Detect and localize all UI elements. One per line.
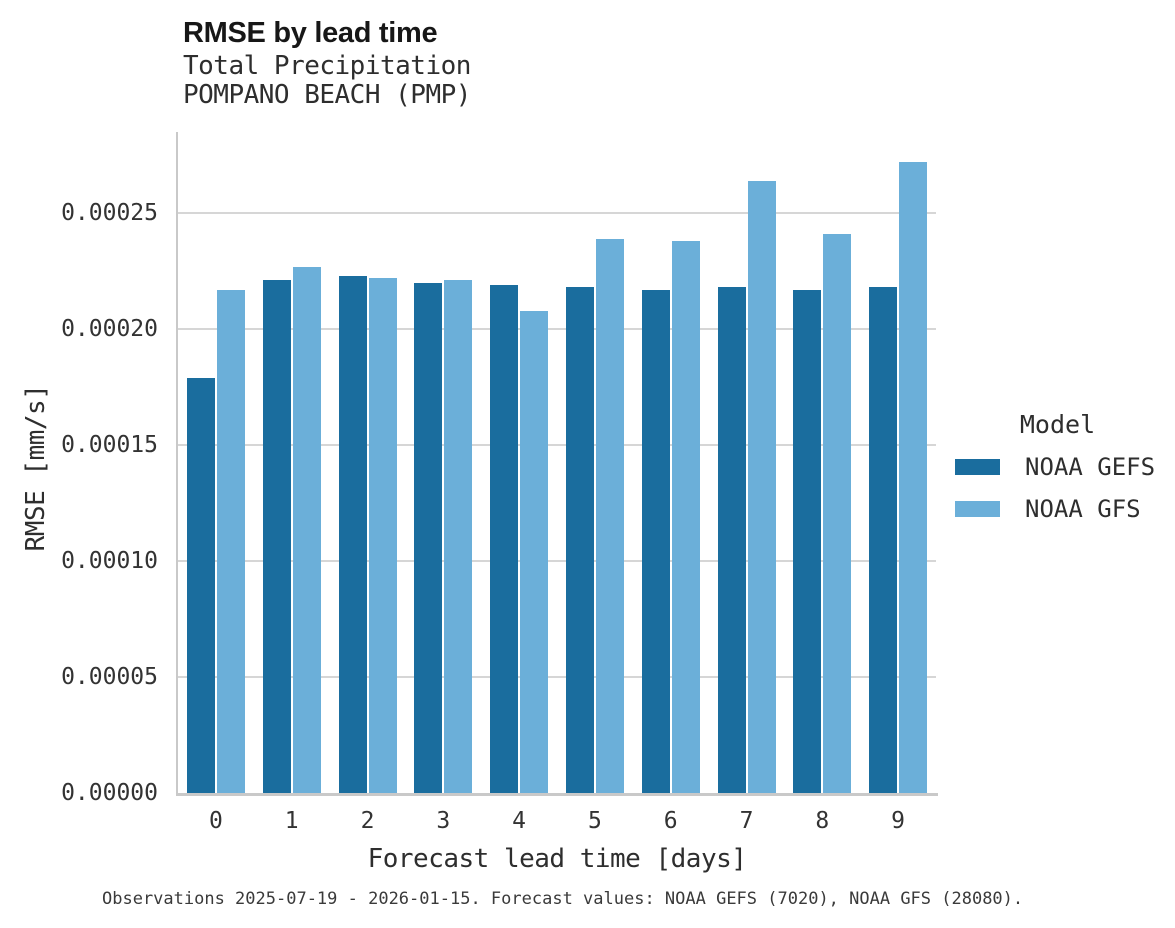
bar-noaa-gefs-day-5 [565,287,594,793]
y-tick-label: 0.00015 [61,432,158,459]
bar-noaa-gfs-day-8 [823,234,852,793]
legend-title: Model [1019,410,1096,439]
legend: Model NOAA GEFS NOAA GFS [955,410,1160,523]
bar-noaa-gefs-day-1 [262,280,291,793]
bar-noaa-gefs-day-6 [641,289,670,793]
x-axis-tick-labels: 0 1 2 3 4 5 6 7 8 9 [178,808,936,840]
x-tick-label: 4 [512,808,527,834]
x-axis-line [176,793,938,796]
x-tick-label: 5 [587,808,602,834]
gridline [178,560,936,563]
x-tick-label: 2 [360,808,375,834]
caption-note: Observations 2025-07-19 - 2026-01-15. Fo… [102,889,1024,909]
bar-noaa-gefs-day-2 [338,275,367,793]
chart-subtitle-station: POMPANO BEACH (PMP) [183,80,471,110]
bar-noaa-gfs-day-1 [292,266,321,793]
bar-noaa-gefs-day-7 [717,287,746,793]
chart-title: RMSE by lead time [183,17,438,49]
legend-label-noaa-gfs: NOAA GFS [1025,495,1141,523]
legend-swatch-noaa-gefs [955,459,1000,475]
bar-noaa-gfs-day-6 [671,241,700,793]
gridline [178,444,936,447]
legend-item-noaa-gefs: NOAA GEFS [955,453,1160,481]
x-axis-title: Forecast lead time [days] [367,844,747,874]
bar-noaa-gfs-day-9 [899,162,928,793]
legend-swatch-noaa-gfs [955,501,1000,517]
x-tick-label: 6 [663,808,678,834]
x-tick-label: 8 [815,808,830,834]
legend-item-noaa-gfs: NOAA GFS [955,495,1160,523]
y-axis-line [176,132,178,796]
y-tick-label: 0.00020 [61,316,158,343]
x-tick-label: 1 [284,808,299,834]
bar-noaa-gfs-day-4 [520,310,549,793]
legend-label-noaa-gefs: NOAA GEFS [1025,453,1156,481]
bar-noaa-gfs-day-5 [595,238,624,793]
y-tick-label: 0.00005 [61,664,158,691]
bar-noaa-gefs-day-0 [186,377,215,793]
bar-noaa-gfs-day-2 [368,278,397,793]
x-tick-label: 0 [208,808,223,834]
gridline [178,676,936,679]
x-tick-label: 3 [436,808,451,834]
gridline [178,212,936,215]
bar-noaa-gefs-day-3 [414,282,443,793]
x-tick-label: 9 [891,808,906,834]
gridline [178,328,936,331]
y-tick-label: 0.00025 [61,200,158,227]
y-tick-label: 0.00010 [61,548,158,575]
bar-noaa-gfs-day-0 [216,289,245,793]
bar-noaa-gefs-day-4 [490,285,519,793]
y-tick-label: 0.00000 [61,780,158,806]
chart-subtitle-variable: Total Precipitation [183,51,471,81]
x-tick-label: 7 [739,808,754,834]
bar-noaa-gfs-day-7 [747,180,776,793]
y-axis-tick-labels: 0.00000 0.00005 0.00010 0.00015 0.00020 0.000… [0,132,158,806]
bar-noaa-gfs-day-3 [444,280,473,793]
bar-noaa-gefs-day-9 [869,287,898,793]
plot-area [176,132,938,796]
bar-noaa-gefs-day-8 [793,289,822,793]
